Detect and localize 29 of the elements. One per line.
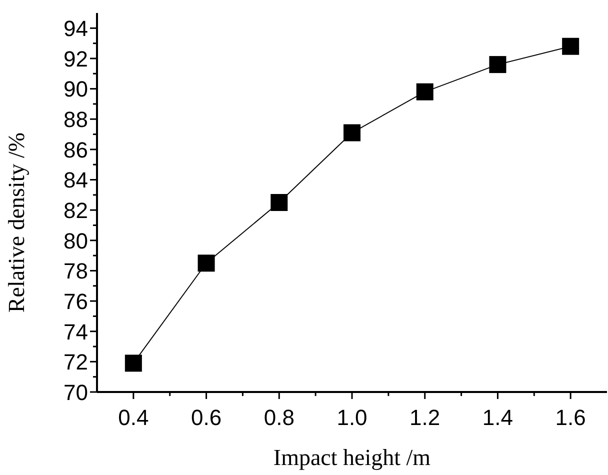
point: [344, 124, 360, 142]
x-tick-label: 0.6: [190, 405, 222, 430]
y-tick-label: 70: [64, 380, 88, 405]
y-tick-label: 88: [64, 107, 88, 132]
x-tick-label: 0.8: [264, 405, 294, 430]
point: [489, 56, 506, 74]
y-tick-label: 72: [64, 350, 88, 375]
y-tick-label: 78: [64, 258, 88, 284]
x-tick-label: 1.0: [336, 405, 368, 430]
y-tick-label: 80: [64, 228, 88, 254]
x-tick-label: 1.6: [555, 405, 586, 430]
point: [124, 354, 142, 372]
point: [562, 38, 580, 55]
y-tick-label: 92: [64, 46, 88, 72]
x-tick-label: 1.4: [482, 405, 514, 430]
y-tick-label: 90: [64, 76, 88, 102]
y-tick-label: 74: [64, 319, 88, 344]
y-tick-label: 94: [64, 16, 88, 42]
point: [198, 254, 215, 272]
point: [270, 194, 288, 211]
point: [416, 83, 434, 100]
y-tick-label: 82: [64, 198, 88, 223]
y-tick-label: 76: [64, 288, 88, 314]
y-tick-label: 84: [64, 168, 88, 193]
x-tick-label: 0.4: [118, 405, 149, 430]
x-tick-label: 1.2: [410, 405, 440, 430]
y-axis-title: Relative density /%: [4, 132, 29, 313]
x-axis-title: Impact height /m: [273, 445, 431, 470]
y-tick-label: 86: [64, 137, 88, 162]
